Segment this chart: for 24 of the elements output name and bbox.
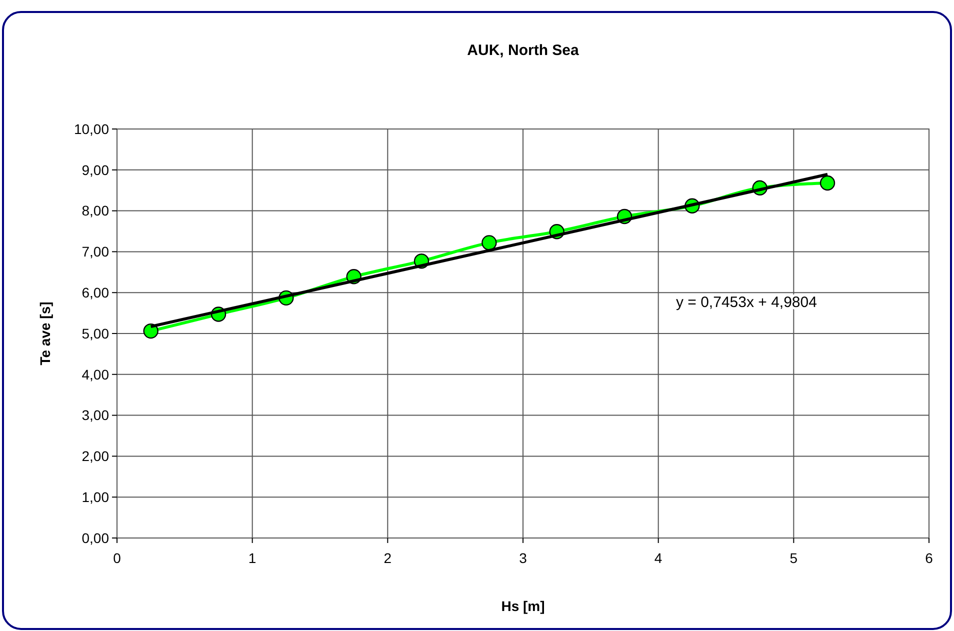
- y-tick-label: 1,00: [82, 489, 110, 505]
- x-tick-label: 0: [113, 550, 122, 566]
- chart-title: AUK, North Sea: [467, 42, 580, 59]
- y-tick-label: 4,00: [82, 366, 110, 382]
- x-tick-label: 2: [384, 550, 392, 566]
- y-tick-label: 2,00: [82, 448, 110, 464]
- y-tick-label: 10,00: [74, 120, 110, 137]
- y-tick-label: 0,00: [82, 530, 110, 546]
- y-tick-label: 5,00: [82, 325, 110, 342]
- y-axis-title: Te ave [s]: [37, 302, 53, 366]
- point: [482, 235, 497, 250]
- y-tick-label: 6,00: [82, 284, 110, 300]
- x-tick-label: 3: [519, 550, 528, 566]
- y-tick-label: 3,00: [82, 407, 110, 424]
- point: [143, 323, 158, 339]
- x-tick-label: 5: [790, 550, 798, 566]
- point: [820, 175, 836, 191]
- y-tick-label: 9,00: [82, 162, 110, 178]
- y-tick-label: 8,00: [82, 202, 110, 219]
- x-tick-label: 1: [248, 550, 256, 566]
- x-tick-label: 4: [654, 550, 662, 566]
- y-tick-label: 7,00: [82, 244, 110, 260]
- x-tick-label: 6: [925, 550, 934, 566]
- x-axis-title: Hs [m]: [501, 598, 545, 614]
